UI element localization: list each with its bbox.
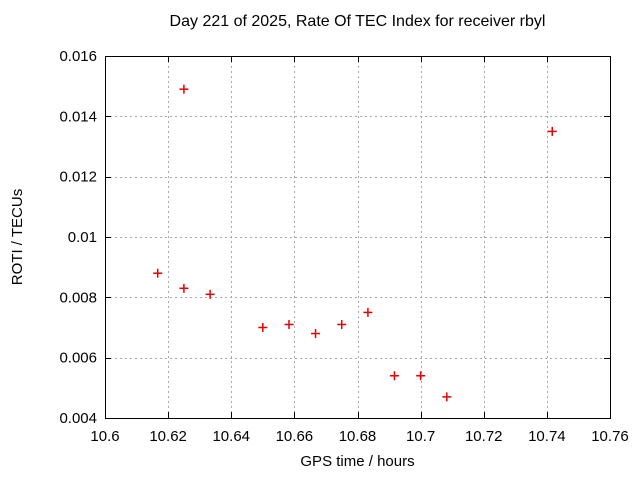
- y-tick-label: 0.012: [59, 169, 97, 186]
- y-tick-label: 0.014: [59, 108, 97, 125]
- data-point-marker: [311, 329, 321, 339]
- data-point-marker: [442, 392, 452, 402]
- y-tick-labels: 0.004 0.006 0.008 0.01 0.012 0.014 0.016: [59, 48, 97, 427]
- x-tick-labels: 10.6 10.62 10.64 10.66 10.68 10.7 10.72 10.74 10…: [90, 428, 628, 445]
- data-point-marker: [179, 84, 189, 94]
- y-tick-label: 0.016: [59, 48, 97, 65]
- x-tick-label: 10.74: [528, 428, 566, 445]
- data-point-marker: [416, 371, 426, 381]
- y-tick-label: 0.004: [59, 410, 97, 427]
- y-tick-label: 0.006: [59, 350, 97, 367]
- x-tick-label: 10.62: [149, 428, 187, 445]
- tick-marks: [105, 56, 611, 419]
- data-point-marker: [153, 268, 163, 278]
- gridlines: [105, 56, 610, 418]
- data-point-marker: [258, 323, 268, 332]
- data-point-marker: [389, 371, 399, 381]
- data-point-marker: [547, 126, 557, 136]
- y-axis-label: ROTI / TECUs: [9, 188, 26, 286]
- x-tick-label: 10.6: [90, 428, 119, 445]
- y-tick-label: 0.008: [59, 289, 97, 306]
- data-points: [153, 84, 557, 402]
- data-point-marker: [337, 319, 347, 329]
- data-point-marker: [284, 319, 294, 329]
- x-tick-label: 10.68: [339, 428, 377, 445]
- x-tick-label: 10.72: [465, 428, 503, 445]
- data-point-marker: [363, 307, 373, 317]
- data-point-marker: [179, 283, 189, 293]
- y-tick-label: 0.01: [68, 229, 97, 246]
- x-tick-label: 10.64: [212, 428, 250, 445]
- data-point-marker: [205, 289, 215, 299]
- x-tick-label: 10.66: [276, 428, 314, 445]
- x-tick-label: 10.7: [406, 428, 435, 445]
- x-tick-label: 10.76: [591, 428, 629, 445]
- chart-title: Day 221 of 2025, Rate Of TEC Index for r…: [169, 13, 546, 30]
- x-axis-label: GPS time / hours: [300, 453, 415, 470]
